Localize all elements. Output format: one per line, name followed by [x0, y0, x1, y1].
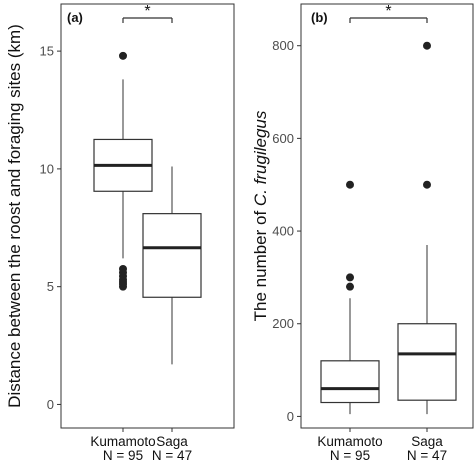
panel-a-boxes [93, 51, 202, 365]
panel-b-label: (b) [311, 10, 328, 25]
y-tick-label: 600 [272, 131, 294, 146]
box-saga [397, 41, 457, 415]
panel-a-y-ticks: 0 5 10 15 [40, 44, 61, 412]
y-tick-label: 200 [272, 316, 294, 331]
x-category-label: Kumamoto [90, 434, 155, 449]
panel-b: (b) The number of C. frugilegus 0 200 400 6… [251, 3, 474, 462]
box-iqr [142, 213, 202, 298]
outlier-point [346, 273, 354, 282]
panel-b-significance: * [349, 3, 428, 23]
outlier-point [119, 265, 127, 273]
x-category-label: Saga [156, 434, 188, 449]
panel-b-y-axis-title-prefix: The number of [251, 206, 270, 321]
y-tick-label: 15 [40, 44, 54, 59]
y-tick-label: 0 [47, 397, 54, 412]
panel-b-y-axis-title-species: C. frugilegus [251, 110, 270, 206]
box-saga [142, 166, 202, 365]
box-iqr [397, 323, 457, 401]
y-tick-label: 5 [47, 279, 54, 294]
box-iqr [320, 360, 380, 404]
significance-label: * [385, 3, 391, 20]
outlier-point [346, 282, 354, 291]
y-tick-label: 400 [272, 224, 294, 239]
x-category-label: Kumamoto [317, 434, 382, 449]
panel-b-y-axis-title: The number of C. frugilegus [251, 110, 270, 321]
x-sample-size-label: N = 95 [330, 448, 370, 462]
box-kumamoto [93, 51, 153, 291]
x-sample-size-label: N = 95 [103, 448, 143, 462]
panel-b-y-ticks: 0 200 400 600 800 [272, 38, 301, 424]
y-tick-label: 800 [272, 38, 294, 53]
x-sample-size-label: N = 47 [152, 448, 192, 462]
significance-label: * [144, 3, 150, 20]
panel-b-frame [300, 3, 474, 429]
panel-a-y-axis-title: Distance between the roost and foraging … [5, 24, 24, 408]
box-kumamoto [320, 180, 380, 415]
outlier-point [423, 41, 431, 50]
panel-a-frame [60, 3, 235, 429]
outlier-point [423, 180, 431, 189]
panel-b-boxes [320, 41, 457, 415]
x-sample-size-label: N = 47 [407, 448, 447, 462]
x-category-label: Saga [411, 434, 443, 449]
panel-a: (a) Distance between the roost and forag… [5, 3, 235, 462]
panel-a-significance: * [122, 3, 173, 23]
outlier-point [119, 51, 127, 60]
panel-a-label: (a) [67, 10, 83, 25]
outlier-point [346, 180, 354, 189]
y-tick-label: 10 [40, 161, 54, 176]
y-tick-label: 0 [287, 409, 294, 424]
